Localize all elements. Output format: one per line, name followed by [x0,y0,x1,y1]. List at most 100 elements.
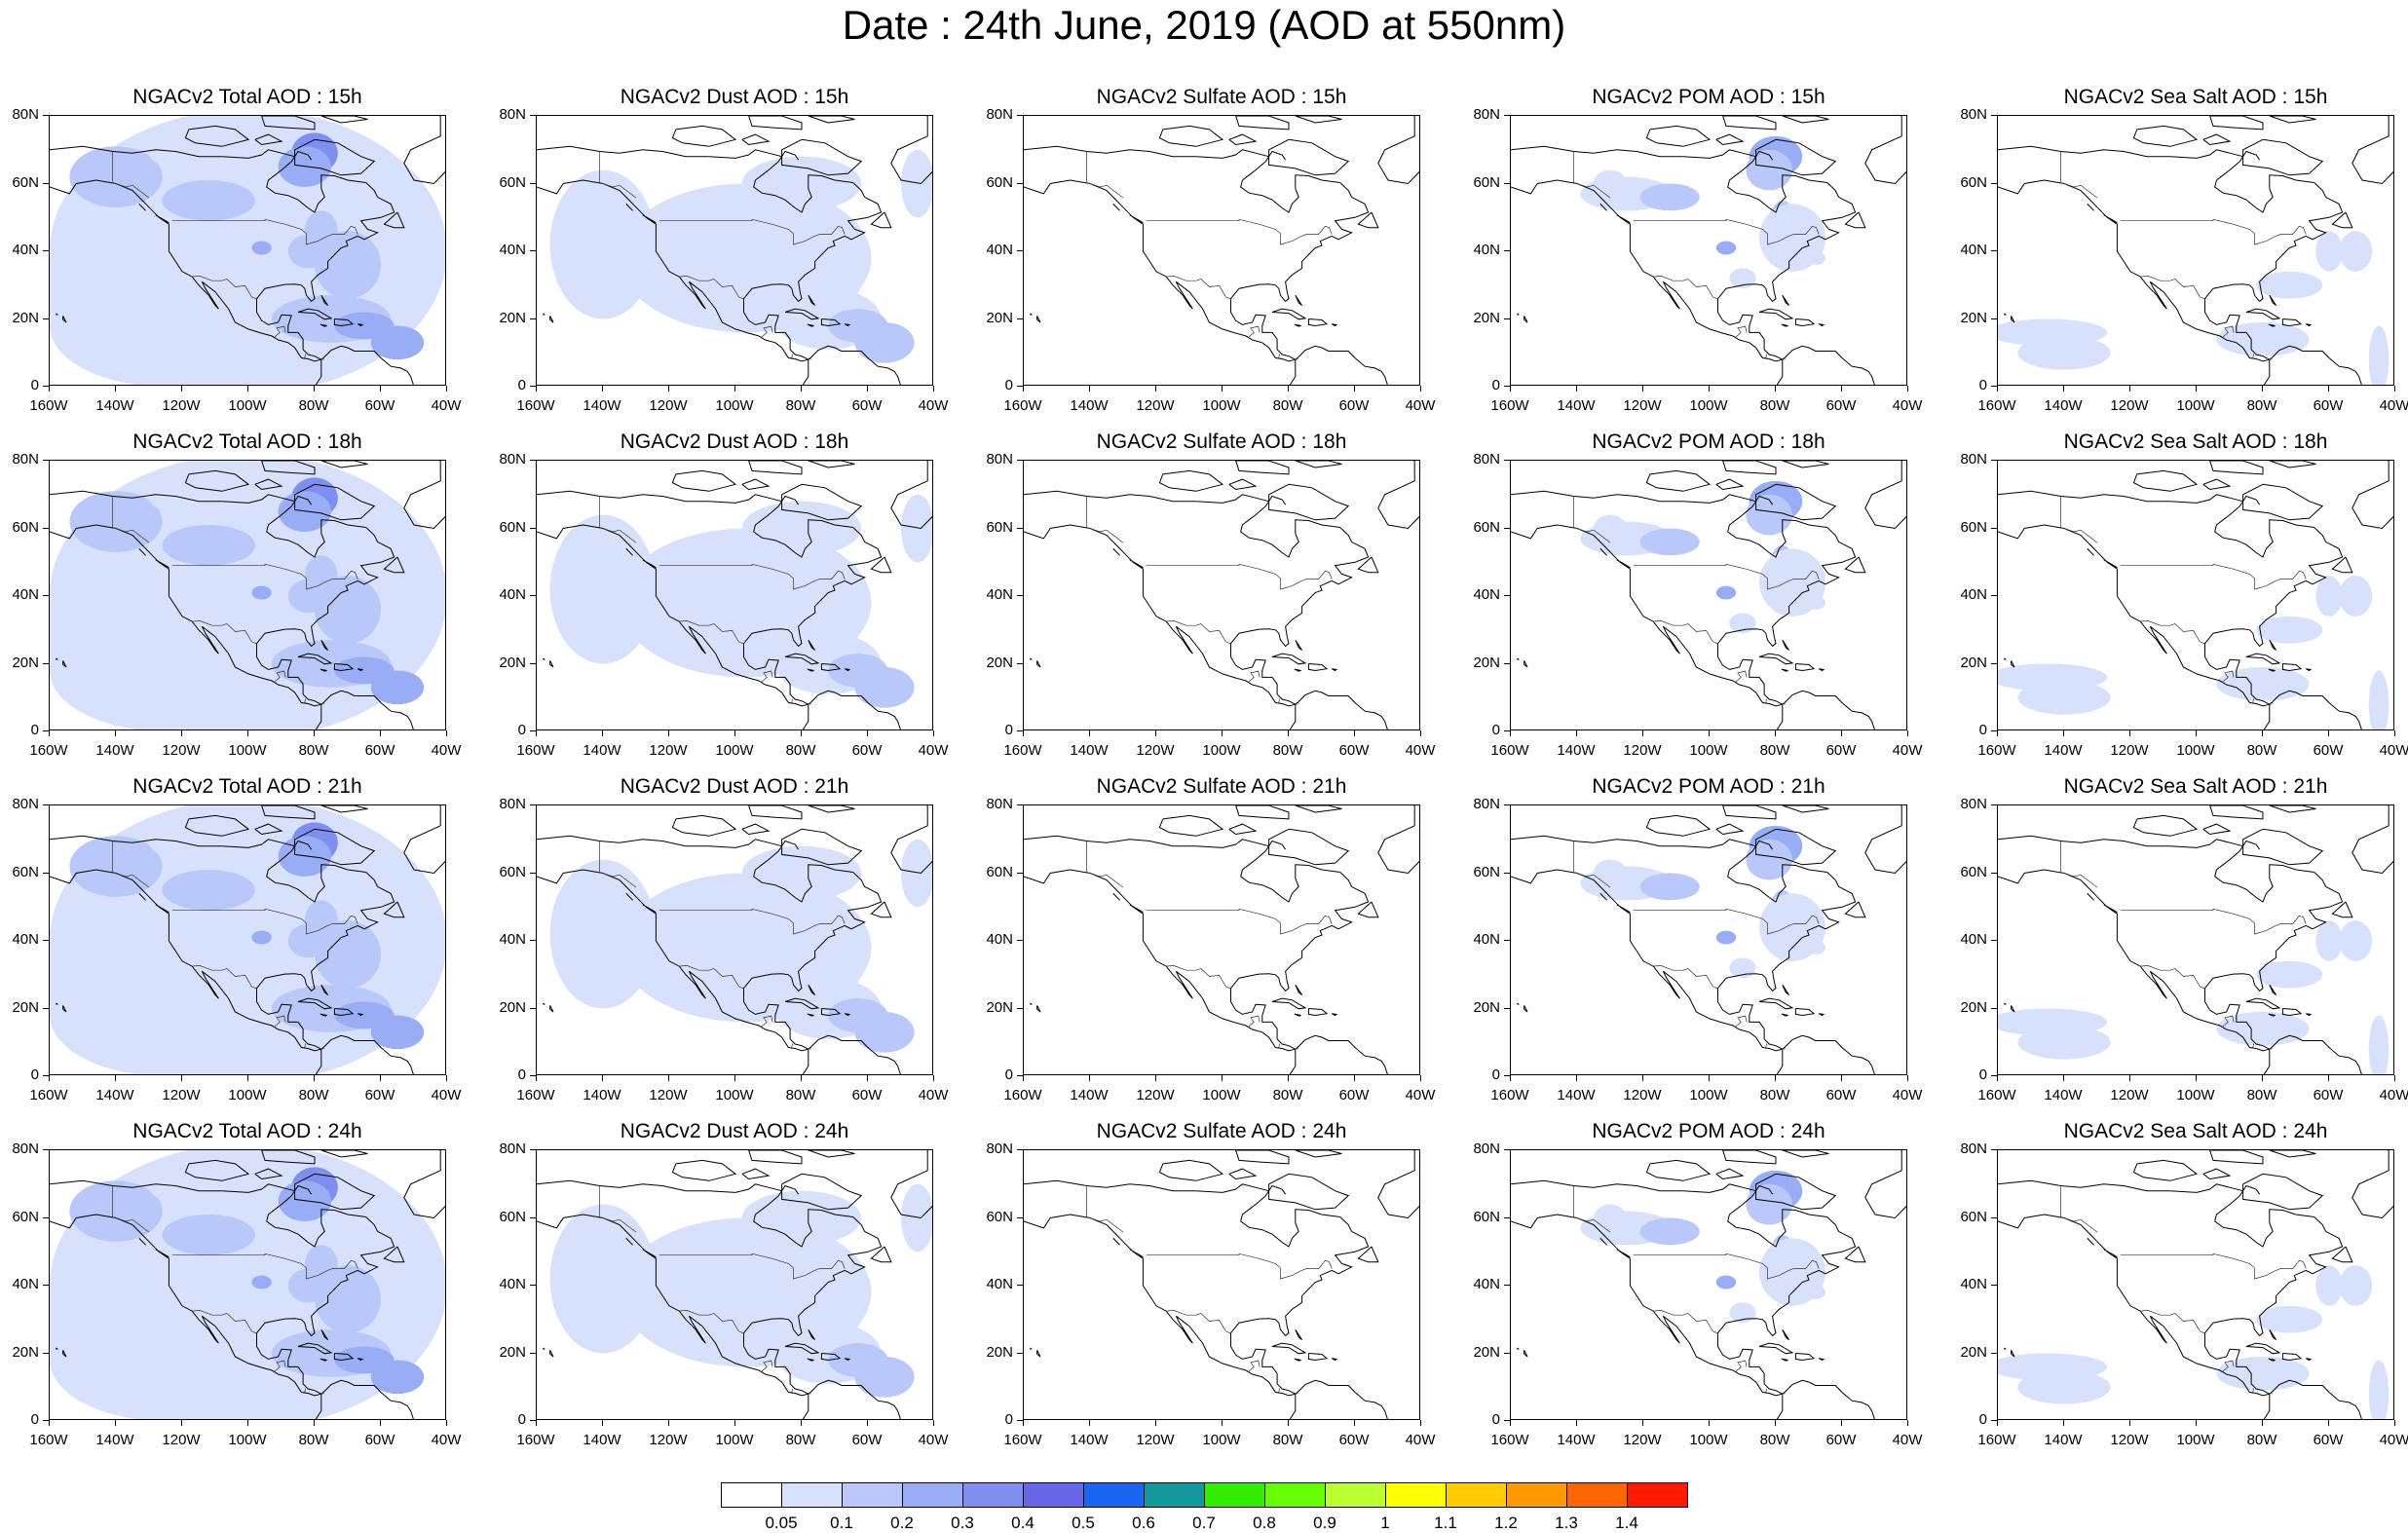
map-panel-sulfate-21h: NGACv2 Sulfate AOD : 21h 80N 60N 40N 20N 0 160… [974,766,1469,1114]
lon-tick-label: 40W [918,1432,949,1448]
coastline [2242,483,2324,521]
lat-tick-label: 0 [1004,1411,1013,1428]
lon-tick [1775,1075,1776,1081]
country-border [2271,356,2273,360]
country-border [791,698,793,703]
map-panel-sulfate-18h: NGACv2 Sulfate AOD : 18h 80N 60N 40N 20N 0 160… [974,421,1469,769]
coastline [320,1358,327,1362]
lat-tick [43,460,49,461]
coastline [50,1214,321,1397]
lat-tick [43,1216,49,1218]
lat-tick [1991,250,1997,251]
country-border [1765,1043,1767,1048]
panel-title: NGACv2 Total AOD : 24h [132,1120,362,1142]
coastline [2352,461,2393,530]
lat-tick [1504,730,1510,731]
country-border [273,670,286,683]
coastline [2269,639,2277,651]
lat-tick-label: 20N [499,998,526,1016]
coastline [1228,133,1258,146]
coastline [808,1150,855,1158]
lon-tick [2394,386,2395,392]
country-border [273,1015,286,1028]
coastline [383,1246,405,1263]
coastline [808,1034,901,1074]
colorbar-swatch [1325,1482,1386,1508]
lon-tick-label: 120W [2110,397,2149,414]
coastline [802,1394,809,1419]
lon-tick-label: 120W [1623,1432,1662,1448]
lat-tick-label: 40N [986,931,1013,948]
lat-tick-label: 0 [517,1066,526,1083]
coastline [1616,1249,1631,1258]
colorbar-label: 1 [1380,1514,1390,1532]
aod-patch [854,1356,915,1398]
lat-tick-label: 20N [1473,1343,1500,1361]
lat-tick-label: 0 [1004,377,1013,393]
lat-tick-label: 20N [12,1343,39,1361]
coastline [1024,145,1196,158]
coastline [1195,149,1269,159]
lon-tick [1997,1075,1998,1081]
coastline [807,1013,814,1017]
coastline [2242,138,2324,176]
coastline [1755,828,1837,866]
lat-tick [1504,1007,1510,1009]
aod-patch [162,1215,255,1255]
country-border [2221,325,2235,338]
coastline [2352,1150,2393,1219]
lon-tick-label: 40W [431,742,462,759]
lon-tick-label: 100W [228,1432,267,1448]
coastline [1727,840,1827,903]
coastline [254,133,283,146]
lon-tick-label: 120W [1136,1087,1175,1103]
coastline [890,461,932,530]
panel-title: NGACv2 Dust AOD : 21h [620,775,849,798]
country-border [809,356,811,360]
colorbar-label: 1.3 [1555,1514,1578,1532]
country-border [1166,620,1231,645]
lon-tick-label: 60W [2313,1432,2344,1448]
lon-tick-label: 120W [1623,1087,1662,1103]
coastline [708,839,782,848]
coastline [50,524,321,707]
coastline [537,835,709,847]
lon-tick [446,386,447,392]
aod-patch [2368,670,2389,729]
lat-tick-label: 80N [986,106,1013,123]
map-area [1997,460,2394,730]
coastline [2214,1184,2314,1248]
coastline [320,1328,329,1340]
country-border [658,563,846,590]
country-border [2120,563,2307,590]
coastline [50,869,321,1052]
lat-tick-label: 80N [1960,106,1987,123]
coastline [537,1214,809,1397]
aod-patch [162,870,255,911]
country-border [1653,620,1718,645]
aod-patch [69,836,163,897]
coastline [625,893,633,901]
lat-tick [43,182,49,184]
country-border [679,276,744,300]
coastline [1727,1184,1827,1248]
coastline [1295,984,1303,995]
coastline [2169,149,2243,159]
lat-tick [1991,730,1997,731]
coastline [1228,823,1258,836]
map-area [49,804,446,1075]
panel-title: NGACv2 POM AOD : 24h [1592,1120,1825,1142]
lon-tick [801,386,802,392]
coastline [1129,904,1144,914]
coastline [1295,639,1303,651]
coastline [1715,478,1745,491]
coastline [2204,1216,2344,1395]
lon-tick [2262,730,2263,736]
coastline [403,116,445,185]
coastline [537,490,709,503]
lon-tick-label: 100W [1689,1432,1728,1448]
coastline [1864,805,1906,875]
lat-tick-label: 20N [499,654,526,671]
panel-title: NGACv2 Sea Salt AOD : 21h [2063,775,2328,798]
coastline [743,872,883,1050]
